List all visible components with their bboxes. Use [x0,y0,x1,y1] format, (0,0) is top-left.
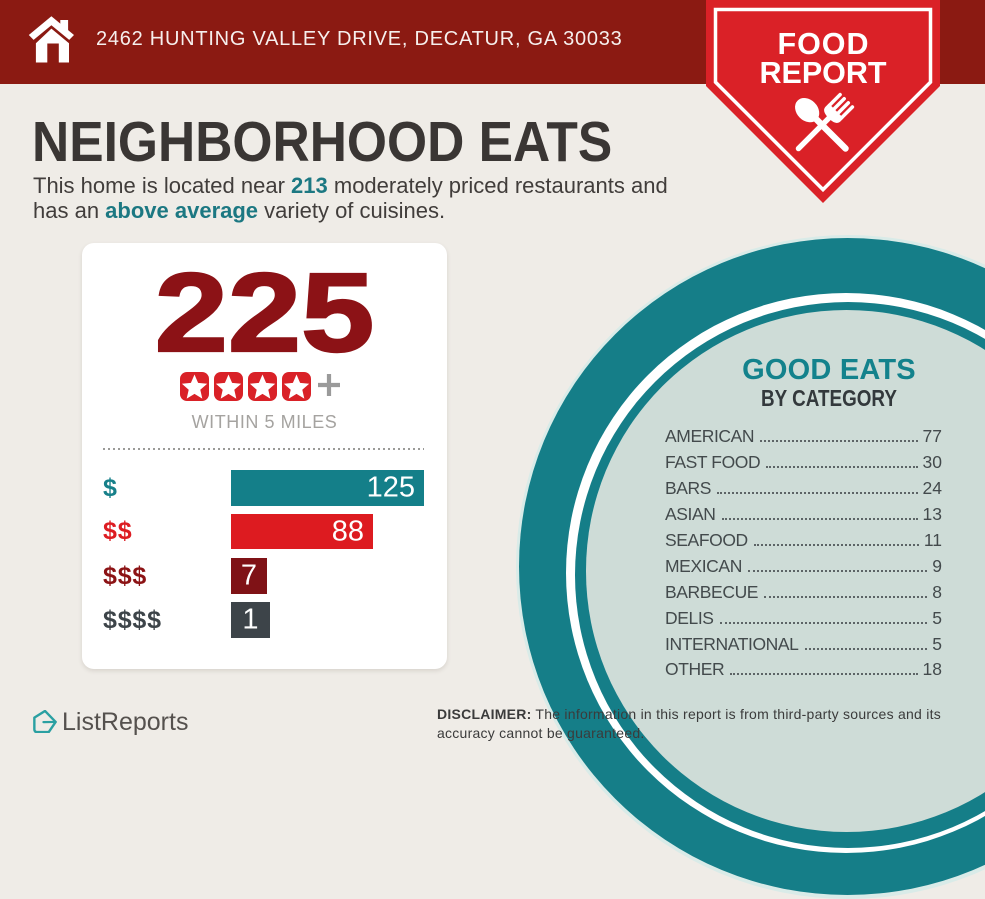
svg-text:REPORT: REPORT [759,56,886,90]
svg-text:FOOD: FOOD [777,27,869,61]
